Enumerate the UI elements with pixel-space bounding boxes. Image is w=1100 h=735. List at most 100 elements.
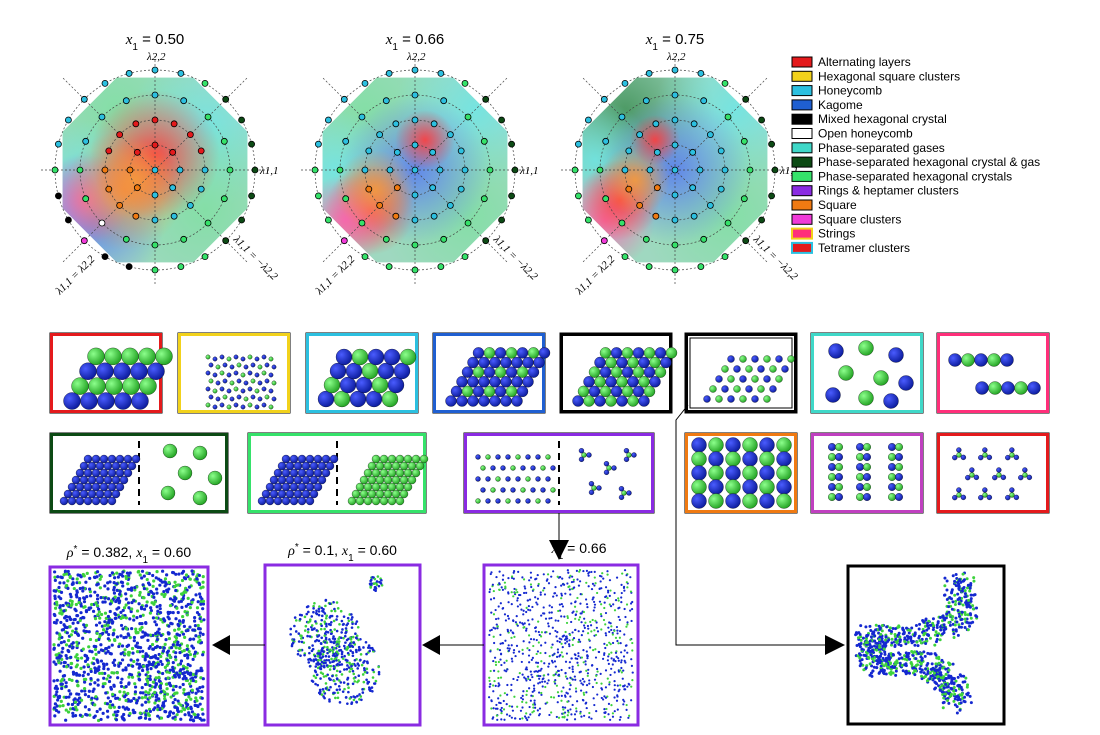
- particle: [113, 362, 131, 380]
- particle: [264, 362, 270, 368]
- particle: [309, 461, 319, 471]
- particle: [250, 362, 256, 368]
- particle: [475, 454, 481, 460]
- particle: [888, 443, 896, 451]
- particle: [586, 452, 592, 458]
- particle: [355, 496, 365, 506]
- particle: [323, 376, 341, 394]
- particle: [130, 362, 148, 380]
- legend-label: Square: [818, 198, 857, 212]
- legend-swatch: [791, 128, 813, 139]
- particle: [500, 465, 506, 471]
- legend-label: Mixed hexagonal crystal: [818, 112, 947, 126]
- particle: [606, 465, 612, 471]
- particle: [226, 356, 232, 362]
- particle: [395, 468, 405, 478]
- particle: [888, 483, 896, 491]
- particle: [456, 395, 468, 407]
- particle: [155, 347, 173, 366]
- particle: [349, 390, 367, 408]
- phase-panel-open-honeycomb: [684, 332, 798, 414]
- particle: [485, 454, 491, 460]
- particle: [95, 475, 105, 485]
- particle: [638, 376, 650, 388]
- particle: [863, 473, 871, 481]
- particle: [264, 378, 270, 384]
- particle: [1009, 492, 1015, 498]
- particle: [411, 468, 421, 478]
- particle: [708, 479, 724, 495]
- particle: [599, 347, 612, 359]
- particle: [605, 395, 617, 407]
- particle: [654, 366, 667, 378]
- particle: [222, 362, 228, 368]
- particle: [289, 454, 299, 464]
- particle: [107, 496, 117, 506]
- particle: [739, 375, 747, 383]
- particle: [367, 348, 385, 366]
- particle: [616, 356, 628, 369]
- particle: [583, 395, 595, 407]
- particle: [383, 489, 393, 499]
- particle: [115, 468, 125, 478]
- particle: [776, 451, 792, 467]
- particle: [240, 404, 246, 410]
- particle: [483, 366, 496, 378]
- particle: [219, 370, 225, 376]
- particle: [505, 498, 511, 504]
- particle: [391, 461, 401, 471]
- particle: [494, 366, 507, 378]
- particle: [297, 482, 307, 492]
- particle: [505, 366, 518, 378]
- snapshot-caption: ρ* = 0.1, x1 = 0.60: [287, 542, 397, 564]
- particle: [703, 395, 711, 403]
- particle: [856, 463, 864, 471]
- particle: [603, 461, 610, 467]
- particle: [545, 454, 551, 460]
- particle: [467, 356, 479, 369]
- particle: [297, 468, 307, 478]
- particle: [888, 347, 904, 363]
- particle: [599, 385, 612, 398]
- particle: [515, 498, 521, 504]
- particle: [960, 454, 967, 461]
- particle: [317, 390, 335, 408]
- particle: [888, 493, 896, 501]
- particle: [533, 356, 545, 369]
- axis-label-diag-left: λ1,1 = λ2,2: [573, 253, 618, 298]
- particle: [769, 385, 777, 393]
- particle: [510, 487, 516, 493]
- particle: [375, 461, 385, 471]
- particle: [387, 496, 397, 506]
- particle: [956, 447, 962, 453]
- particle: [114, 392, 132, 410]
- particle: [119, 475, 129, 485]
- particle: [301, 489, 311, 499]
- particle: [982, 447, 988, 453]
- particle: [285, 461, 295, 471]
- particle: [495, 498, 501, 504]
- particle: [1001, 381, 1015, 395]
- particle: [367, 461, 377, 471]
- particle: [725, 437, 741, 453]
- particle: [838, 365, 854, 381]
- particle: [139, 377, 157, 395]
- particle: [725, 493, 741, 509]
- particle: [407, 461, 417, 471]
- particle: [254, 356, 260, 362]
- particle: [222, 394, 228, 400]
- particle: [379, 454, 389, 464]
- particle: [611, 465, 617, 471]
- particle: [988, 381, 1002, 395]
- particle: [1005, 454, 1011, 461]
- particle: [103, 475, 113, 485]
- particle: [572, 395, 584, 407]
- particle: [79, 362, 97, 380]
- particle: [961, 353, 975, 367]
- particle: [715, 395, 723, 403]
- particle: [511, 395, 523, 407]
- particle: [371, 496, 381, 506]
- particle: [721, 365, 729, 373]
- particle: [285, 475, 295, 485]
